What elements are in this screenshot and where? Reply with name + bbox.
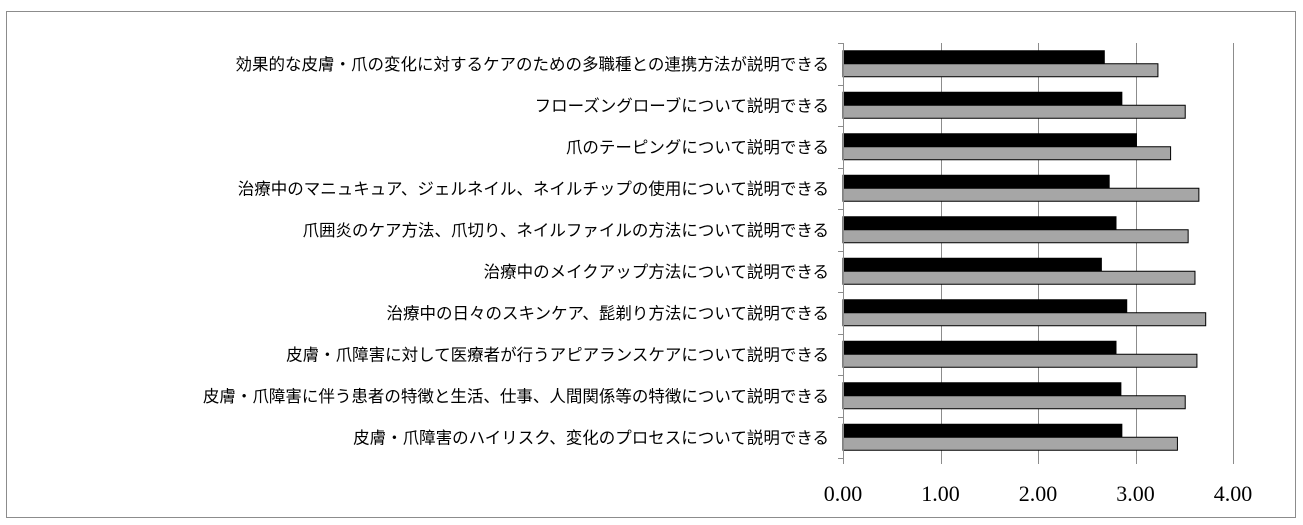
bar-series-1 — [842, 50, 1105, 65]
bar-series-1 — [842, 299, 1128, 314]
category-label: 爪のテーピングについて説明できる — [566, 138, 829, 157]
category-label: 爪囲炎のケア方法、爪切り、ネイルファイルの方法について説明できる — [302, 221, 829, 240]
bar-series-1 — [842, 174, 1110, 189]
bar-series-2 — [842, 63, 1159, 78]
category-label: 治療中の日々のスキンケア、髭剃り方法について説明できる — [386, 303, 829, 323]
bar-chart: 効果的な皮膚・爪の変化に対するケアのための多職種との連携方法が説明できるフローズ… — [203, 43, 1253, 506]
bar-series-2 — [842, 104, 1186, 119]
x-tick-label: 3.00 — [1116, 481, 1155, 506]
x-tick-label: 2.00 — [1019, 481, 1058, 506]
x-tick-label: 4.00 — [1214, 481, 1253, 506]
bar-series-2 — [842, 353, 1198, 368]
bar-series-2 — [842, 436, 1178, 451]
category-label: 皮膚・爪障害に伴う患者の特徴と生活、仕事、人間関係等の特徴について説明できる — [203, 387, 829, 406]
bar-series-1 — [842, 91, 1123, 106]
bar-series-1 — [842, 382, 1122, 397]
bar-series-2 — [842, 395, 1186, 410]
category-label: 皮膚・爪障害に対して医療者が行うアピアランスケアについて説明できる — [286, 345, 829, 364]
bars — [842, 50, 1207, 451]
axes — [838, 43, 1234, 464]
x-tick-label: 0.00 — [824, 481, 863, 506]
bar-series-2 — [842, 146, 1172, 161]
category-label: フローズングローブについて説明できる — [535, 95, 829, 115]
chart-frame: 効果的な皮膚・爪の変化に対するケアのための多職種との連携方法が説明できるフローズ… — [6, 11, 1296, 518]
bar-series-1 — [842, 423, 1123, 438]
category-labels: 効果的な皮膚・爪の変化に対するケアのための多職種との連携方法が説明できるフローズ… — [203, 55, 829, 448]
x-tick-label: 1.00 — [921, 481, 960, 506]
bar-series-1 — [842, 257, 1102, 272]
bar-series-1 — [842, 216, 1117, 231]
tick-labels: 0.00 1.00 2.00 3.00 4.00 — [824, 481, 1253, 506]
bar-series-1 — [842, 340, 1117, 355]
category-label: 効果的な皮膚・爪の変化に対するケアのための多職種との連携方法が説明できる — [235, 55, 829, 74]
bar-series-2 — [842, 229, 1189, 244]
bar-series-2 — [842, 187, 1200, 202]
bar-series-2 — [842, 312, 1207, 327]
bar-series-2 — [842, 270, 1196, 285]
category-label: 治療中のメイクアップ方法について説明できる — [484, 262, 829, 281]
category-label: 治療中のマニュキュア、ジェルネイル、ネイルチップの使用について説明できる — [238, 179, 829, 198]
bar-series-1 — [842, 133, 1137, 148]
category-label: 皮膚・爪障害のハイリスク、変化のプロセスについて説明できる — [353, 428, 829, 447]
